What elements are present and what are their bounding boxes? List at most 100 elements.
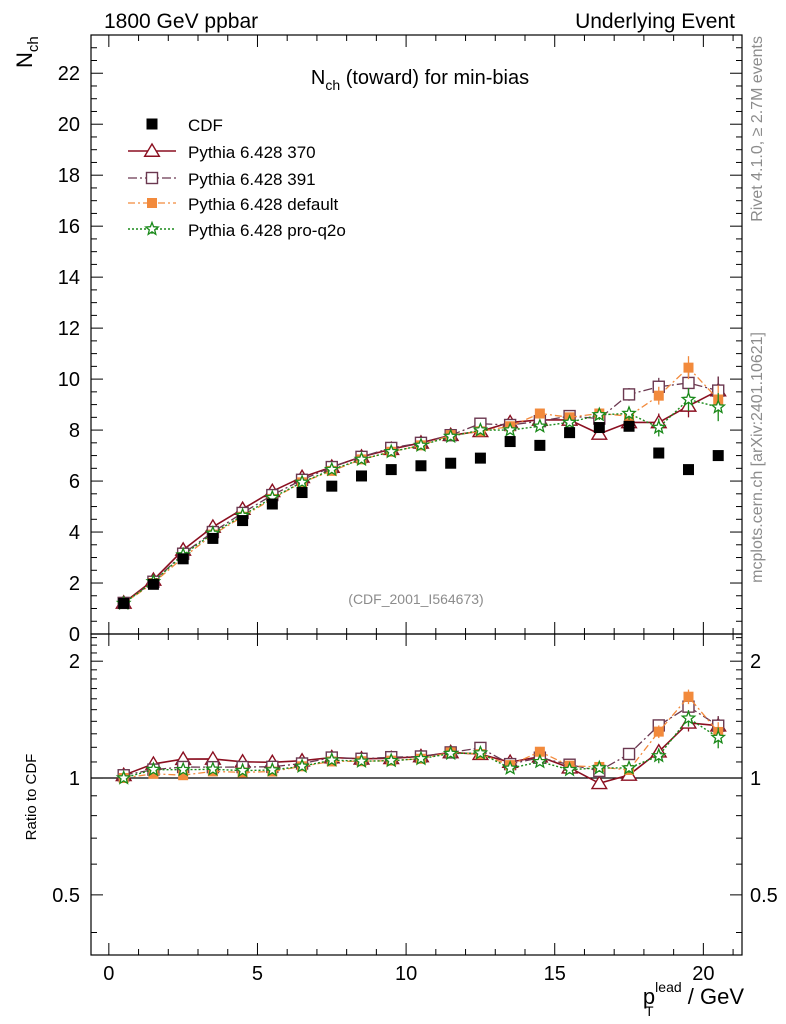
legend-cdf-label: CDF (188, 116, 223, 135)
series-3-ratio-point (683, 691, 694, 702)
ratio-y-tick-label: 0.5 (52, 885, 80, 907)
series-4-point (680, 391, 697, 407)
x-axis-label: plead / GeV (643, 979, 744, 1009)
y-tick-label: 22 (58, 63, 80, 85)
series-4-ratio-line (123, 717, 719, 779)
ratio-y-tick-label: 1 (750, 768, 761, 790)
series-4-ratio-point (502, 760, 519, 775)
cdf-point (326, 480, 338, 492)
x-tick-label: 20 (692, 963, 714, 985)
cdf-point (623, 420, 635, 432)
series-4-point (383, 443, 400, 459)
ratio-y-tick-label: 0.5 (750, 885, 778, 907)
series-4-point (442, 428, 459, 444)
legend-series-1-marker (143, 142, 161, 157)
series-4-point (710, 398, 727, 414)
series-4-ratio-point (204, 761, 221, 776)
series-4-ratio-point (145, 761, 162, 777)
series-4-ratio-point (294, 758, 310, 774)
legend-series-1-label: Pythia 6.428 370 (188, 143, 316, 162)
cdf-point (712, 450, 724, 462)
cdf-point (296, 487, 308, 499)
cdf-point (207, 532, 219, 544)
series-2-ratio-point (622, 747, 636, 761)
ratio-series-layer (115, 689, 727, 790)
side-bottom-label: mcplots.cern.ch [arXiv:2401.10621] (749, 332, 766, 583)
y-tick-label: 18 (58, 165, 80, 187)
y-tick-label: 4 (69, 522, 80, 544)
header-left-label: 1800 GeV ppbar (104, 10, 258, 33)
series-4-point (561, 414, 578, 430)
main-y-axis-label: Nch (12, 36, 42, 68)
series-3-line (123, 366, 719, 604)
series-4-point (413, 437, 429, 453)
main-axis-ticks: 0 2 4 6 8 10 12 14 16 18 20 22 (58, 35, 742, 646)
x-tick-label: 5 (252, 963, 263, 985)
series-4-ratio-point (413, 750, 429, 766)
series-3-point (653, 390, 664, 401)
series-4-ratio-point (353, 752, 370, 768)
series-4-ratio-point (234, 762, 251, 778)
cdf-point (682, 464, 694, 476)
cdf-point (534, 439, 546, 451)
series-4-point (294, 473, 310, 490)
y-tick-label: 20 (58, 114, 80, 136)
legend-series-2-label: Pythia 6.428 391 (188, 170, 316, 189)
ratio-axis-ticks: 0 5 10 15 20 0.5 0.5 1 1 2 2 (52, 634, 778, 985)
series-4-ratio-point (531, 753, 548, 769)
legend-series-4-label: Pythia 6.428 pro-q2o (188, 221, 346, 240)
series-4-ratio-point (264, 761, 281, 777)
series-1-ratio-point (590, 774, 608, 790)
y-tick-label: 2 (69, 573, 80, 595)
x-tick-label: 15 (544, 963, 566, 985)
cdf-point (147, 578, 159, 590)
series-4-ratio-point (561, 761, 578, 777)
y-tick-label: 8 (69, 420, 80, 442)
series-4-ratio-point (472, 744, 489, 760)
x-tick-label: 0 (103, 963, 114, 985)
legend-cdf-marker (146, 118, 158, 130)
main-cdf-layer (118, 420, 724, 609)
side-top-label: Rivet 4.1.0, ≥ 2.7M events (749, 36, 766, 222)
cdf-point (593, 422, 605, 434)
y-tick-label: 16 (58, 216, 80, 238)
legend: CDF Pythia 6.428 370 Pythia 6.428 391 Pythi… (128, 116, 346, 240)
series-4-ratio-point (710, 729, 727, 745)
series-3-point (683, 362, 694, 373)
series-3-ratio-line (123, 695, 719, 779)
cdf-point (177, 553, 189, 565)
series-4-point (472, 421, 489, 437)
cdf-point (415, 460, 427, 472)
series-4-point (531, 418, 548, 433)
analysis-watermark: (CDF_2001_I564673) (348, 591, 483, 607)
legend-series-3-label: Pythia 6.428 default (188, 195, 339, 214)
series-3-point (534, 408, 545, 419)
series-4-ratio-point (650, 747, 667, 763)
cdf-point (474, 452, 486, 464)
cdf-point (237, 515, 249, 527)
series-2-point (622, 388, 636, 401)
cdf-point (564, 427, 576, 439)
legend-series-3-marker (147, 198, 157, 208)
ratio-plot-frame (90, 633, 743, 956)
series-4-point (323, 461, 340, 477)
ratio-y-tick-label: 1 (69, 768, 80, 790)
series-4-ratio-point (115, 769, 132, 785)
series-4-ratio-point (323, 751, 340, 767)
ratio-y-axis-label: Ratio to CDF (23, 754, 40, 841)
y-tick-label: 6 (69, 471, 80, 493)
main-series-layer (115, 356, 727, 611)
series-3-ratio-point (653, 726, 664, 737)
x-axis-label-subscript: T (645, 1003, 654, 1019)
legend-series-4-marker (144, 220, 160, 236)
cdf-point (266, 498, 278, 510)
series-4-ratio-point (442, 745, 459, 761)
cdf-point (445, 457, 457, 469)
plot-title: Nch (toward) for min-bias (311, 67, 529, 93)
series-4-ratio-point (175, 761, 192, 777)
series-4-ratio-point (383, 752, 400, 768)
y-tick-label: 0 (69, 624, 80, 646)
series-4-point (650, 419, 667, 435)
series-4-point (621, 405, 637, 421)
